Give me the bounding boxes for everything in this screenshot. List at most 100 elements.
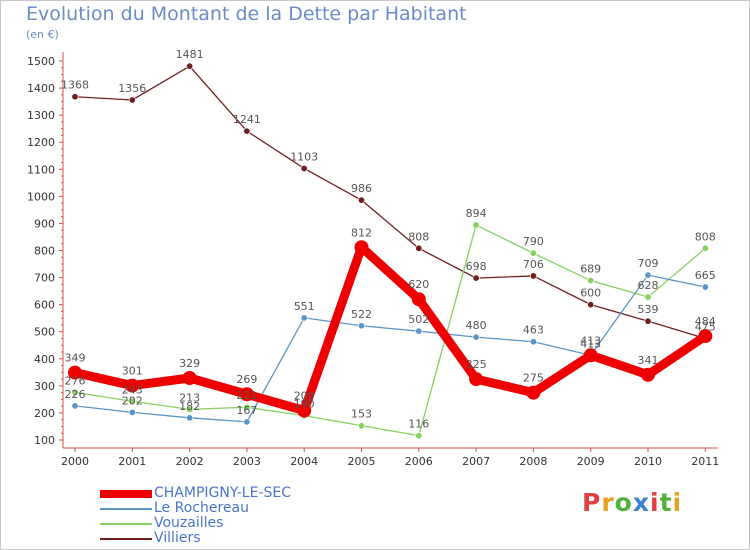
proxiti-logo: Proxiti <box>582 488 682 517</box>
data-label-1-3: 167 <box>236 404 257 417</box>
data-point-0-9 <box>583 348 598 363</box>
x-tick-label-2002: 2002 <box>176 455 204 468</box>
data-point-3-8 <box>529 272 537 280</box>
logo-letter: t <box>659 488 673 517</box>
series-points <box>68 62 713 440</box>
data-label-1-0: 226 <box>65 388 86 401</box>
data-label-3-4: 1103 <box>290 150 318 163</box>
y-tick-label-200: 200 <box>34 407 55 420</box>
y-tick-label-1400: 1400 <box>27 82 55 95</box>
unit-label: (en €) <box>26 28 59 41</box>
data-label-1-1: 202 <box>122 394 143 407</box>
data-point-3-9 <box>587 301 595 309</box>
data-label-2-8: 790 <box>523 235 544 248</box>
data-label-3-0: 1368 <box>61 79 89 92</box>
data-point-0-4 <box>297 403 312 418</box>
series-line-1 <box>74 274 706 423</box>
y-tick-label-700: 700 <box>34 272 55 285</box>
data-label-3-9: 600 <box>580 287 601 300</box>
legend-label-vouzailles: Vouzailles <box>154 515 224 531</box>
data-point-1-0 <box>71 402 79 410</box>
data-point-0-8 <box>526 385 541 400</box>
x-tick-label-2003: 2003 <box>233 455 261 468</box>
data-point-3-10 <box>644 317 652 325</box>
data-label-2-6: 116 <box>408 418 429 431</box>
logo-letter: P <box>582 488 602 517</box>
x-tick-label-2008: 2008 <box>519 455 547 468</box>
data-label-0-9: 413 <box>580 334 601 347</box>
data-label-1-2: 182 <box>179 400 200 413</box>
logo-letter: r <box>601 488 615 517</box>
y-tick-label-1200: 1200 <box>27 136 55 149</box>
data-label-0-1: 301 <box>122 365 143 378</box>
y-tick-label-1100: 1100 <box>27 163 55 176</box>
legend-swatch-vouzailles <box>100 523 152 525</box>
legend-swatch-champigny <box>100 490 152 498</box>
data-label-0-6: 620 <box>408 278 429 291</box>
logo-letter: o <box>614 488 633 517</box>
data-point-3-0 <box>71 93 79 101</box>
data-point-2-2 <box>186 405 194 413</box>
data-label-0-11: 484 <box>695 315 716 328</box>
data-label-1-9: 413 <box>580 337 601 350</box>
x-tick-label-2005: 2005 <box>348 455 376 468</box>
data-point-2-10 <box>644 293 652 301</box>
data-point-1-10 <box>644 271 652 279</box>
data-label-0-8: 275 <box>523 372 544 385</box>
data-point-3-4 <box>300 164 308 172</box>
data-label-0-7: 325 <box>466 358 487 371</box>
series-lines <box>70 65 710 437</box>
y-tick-label-300: 300 <box>34 380 55 393</box>
x-tick-label-2011: 2011 <box>691 455 719 468</box>
x-tick-label-2006: 2006 <box>405 455 433 468</box>
data-label-3-2: 1481 <box>176 48 204 61</box>
data-point-1-2 <box>186 414 194 422</box>
data-label-2-1: 243 <box>122 383 143 396</box>
y-tick-label-400: 400 <box>34 353 55 366</box>
y-tick-label-500: 500 <box>34 326 55 339</box>
data-label-2-4: 190 <box>294 398 315 411</box>
data-point-0-5 <box>354 240 369 255</box>
data-label-2-11: 808 <box>695 230 716 243</box>
data-label-0-5: 812 <box>351 226 372 239</box>
data-point-3-1 <box>128 96 136 104</box>
data-label-1-10: 709 <box>638 257 659 270</box>
data-label-0-4: 209 <box>294 389 315 402</box>
legend-label-champigny: CHAMPIGNY-LE-SEC <box>154 485 291 501</box>
data-labels: 1368 1356 1481 1241 1103 986 808 698 706 600 539 47… <box>61 48 716 431</box>
legend-label-villiers: Villiers <box>154 530 201 546</box>
data-label-2-2: 213 <box>179 391 200 404</box>
data-label-3-10: 539 <box>638 303 659 316</box>
y-tick-label-1300: 1300 <box>27 109 55 122</box>
legend-label-rochereau: Le Rochereau <box>154 500 249 516</box>
logo-letter: x <box>632 488 650 517</box>
data-label-0-10: 341 <box>638 354 659 367</box>
y-tick-label-1500: 1500 <box>27 55 55 68</box>
data-label-3-1: 1356 <box>118 82 146 95</box>
x-tick-label-2001: 2001 <box>118 455 146 468</box>
data-point-1-1 <box>128 408 136 416</box>
data-label-2-10: 628 <box>638 279 659 292</box>
data-label-1-4: 551 <box>294 300 315 313</box>
data-label-3-7: 698 <box>466 260 487 273</box>
logo-letter: i <box>672 488 683 517</box>
x-tick-label-2009: 2009 <box>577 455 605 468</box>
data-label-2-5: 153 <box>351 408 372 421</box>
y-tick-label-900: 900 <box>34 217 55 230</box>
data-label-2-7: 894 <box>466 207 487 220</box>
x-tick-label-2004: 2004 <box>290 455 318 468</box>
data-point-3-6 <box>415 244 423 252</box>
data-label-0-2: 329 <box>179 357 200 370</box>
data-label-2-9: 689 <box>580 263 601 276</box>
data-point-1-3 <box>243 418 251 426</box>
data-point-1-7 <box>472 333 480 341</box>
data-point-2-9 <box>587 277 595 285</box>
series-line-3 <box>74 65 706 340</box>
data-label-2-3: 221 <box>236 389 257 402</box>
data-label-1-7: 480 <box>466 319 487 332</box>
x-tick-label-2007: 2007 <box>462 455 490 468</box>
data-point-2-8 <box>529 249 537 257</box>
data-label-3-5: 986 <box>351 182 372 195</box>
data-point-2-3 <box>243 403 251 411</box>
